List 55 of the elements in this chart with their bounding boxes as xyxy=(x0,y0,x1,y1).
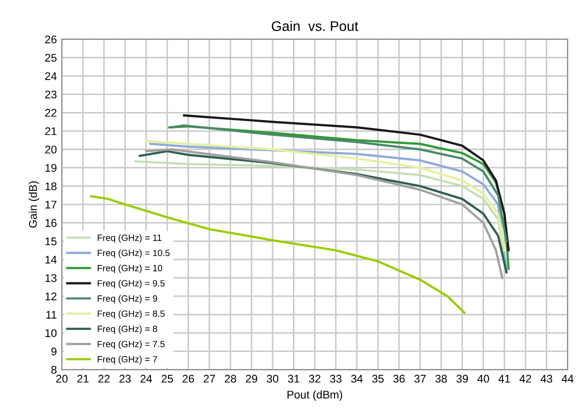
y-tick-label: 11 xyxy=(46,310,56,319)
legend-label: Freq (GHz) = 10.5 xyxy=(98,250,170,258)
legend-label: Freq (GHz) = 9 xyxy=(98,295,158,304)
legend-label: Freq (GHz) = 8 xyxy=(98,325,158,334)
x-tick-label: 38 xyxy=(435,374,447,383)
y-tick-label: 22 xyxy=(45,108,56,117)
x-tick-label: 24 xyxy=(140,374,152,383)
x-tick-label: 32 xyxy=(308,374,320,383)
x-tick-label: 33 xyxy=(330,374,342,383)
x-tick-label: 30 xyxy=(266,374,278,383)
x-axis-title: Pout (dBm) xyxy=(288,390,342,401)
y-tick-label: 17 xyxy=(45,200,56,208)
x-tick-label: 42 xyxy=(520,374,532,383)
y-tick-label: 10 xyxy=(45,329,57,338)
y-tick-label: 13 xyxy=(45,274,56,282)
x-tick-label: 39 xyxy=(456,374,468,383)
chart-title: Gain vs. Pout xyxy=(272,20,358,32)
legend-label: Freq (GHz) = 10 xyxy=(98,264,162,274)
x-tick-label: 43 xyxy=(540,374,552,383)
y-tick-label: 15 xyxy=(45,238,57,246)
y-tick-label: 19 xyxy=(45,164,56,172)
legend-label: Freq (GHz) = 11 xyxy=(98,234,162,243)
x-tick-label: 28 xyxy=(224,374,236,383)
x-tick-label: 21 xyxy=(77,374,89,383)
y-axis-title: Gain (dB) xyxy=(28,181,40,228)
x-tick-label: 40 xyxy=(477,374,490,383)
x-tick-label: 25 xyxy=(162,374,173,383)
y-tick-label: 8 xyxy=(51,366,56,374)
y-tick-label: 25 xyxy=(45,54,57,62)
y-tick-label: 24 xyxy=(45,72,57,80)
x-tick-label: 37 xyxy=(414,374,426,383)
y-tick-label: 9 xyxy=(51,348,56,356)
x-tick-label: 35 xyxy=(372,374,384,383)
x-tick-label: 34 xyxy=(351,374,363,383)
x-tick-label: 23 xyxy=(119,374,131,383)
legend-label: Freq (GHz) = 7 xyxy=(98,356,158,364)
x-tick-label: 22 xyxy=(98,374,110,383)
x-tick-label: 31 xyxy=(288,374,300,383)
x-tick-label: 36 xyxy=(393,374,405,383)
x-tick-label: 41 xyxy=(498,374,510,383)
y-tick-label: 21 xyxy=(45,127,56,136)
y-tick-label: 26 xyxy=(45,36,56,44)
x-tick-label: 44 xyxy=(562,374,574,383)
y-tick-label: 16 xyxy=(45,219,56,227)
legend-label: Freq (GHz) = 8.5 xyxy=(98,310,165,319)
y-tick-label: 18 xyxy=(45,182,57,190)
legend-label: Freq (GHz) = 7.5 xyxy=(98,340,165,350)
y-tick-label: 12 xyxy=(45,292,56,300)
x-tick-label: 27 xyxy=(204,374,215,383)
x-tick-label: 29 xyxy=(246,374,258,383)
y-tick-label: 20 xyxy=(45,146,57,154)
y-tick-label: 14 xyxy=(45,256,57,264)
x-tick-label: 26 xyxy=(182,374,194,383)
y-tick-label: 23 xyxy=(45,90,56,98)
legend-label: Freq (GHz) = 9.5 xyxy=(98,280,165,288)
